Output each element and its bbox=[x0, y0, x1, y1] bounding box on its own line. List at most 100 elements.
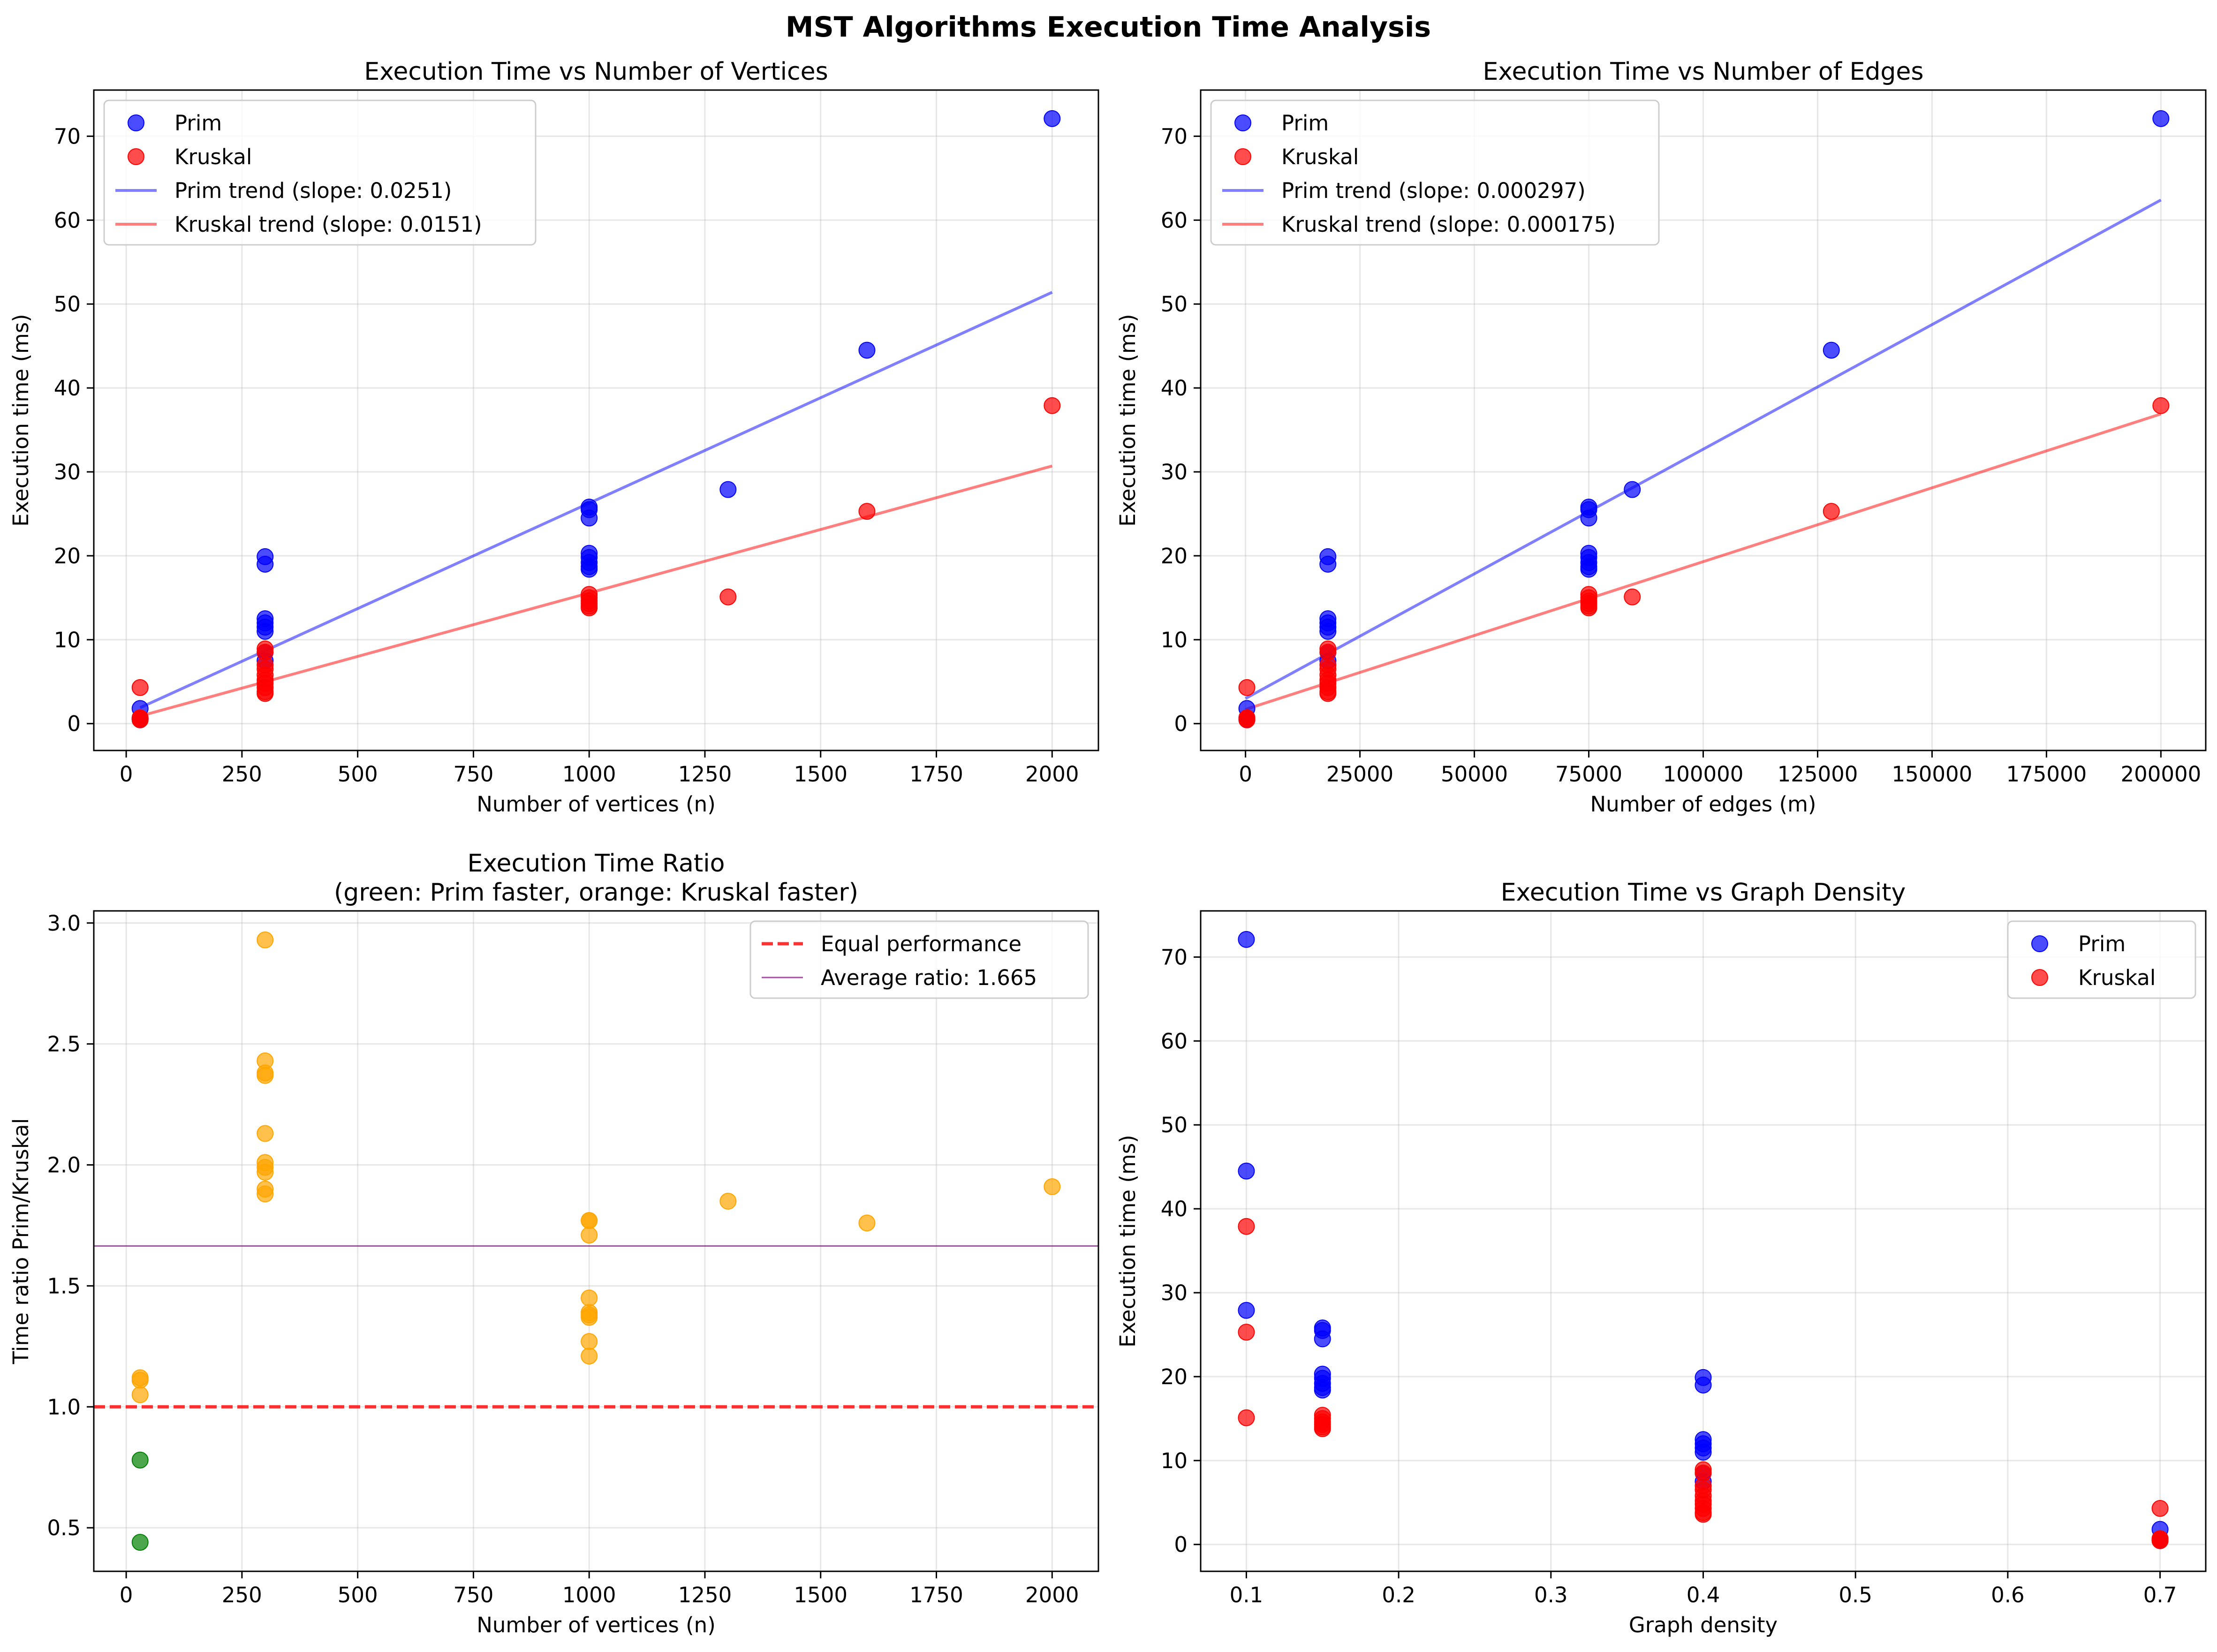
plot-frame bbox=[93, 910, 1099, 1572]
x-tick-label: 1250 bbox=[678, 1583, 732, 1607]
data-point bbox=[858, 1214, 876, 1232]
data-point bbox=[131, 1451, 149, 1469]
x-tick-label: 125000 bbox=[1778, 762, 1858, 787]
legend-box bbox=[2007, 920, 2196, 999]
legend: Prim Kruskal bbox=[2007, 920, 2196, 999]
x-tick-label: 0.2 bbox=[1382, 1583, 1415, 1607]
chart-title: Execution Time vs Number of Vertices bbox=[364, 58, 828, 86]
data-point bbox=[1238, 679, 1256, 696]
legend: Equal performance Average ratio: 1.665 bbox=[749, 920, 1089, 999]
data-point bbox=[1319, 555, 1337, 573]
data-point bbox=[1044, 1178, 1061, 1195]
y-tick-label: 0 bbox=[67, 712, 81, 736]
data-point bbox=[131, 1534, 149, 1551]
legend-marker bbox=[1234, 114, 1251, 131]
y-tick-label: 50 bbox=[1161, 1113, 1188, 1137]
data-point bbox=[1695, 1443, 1712, 1461]
x-axis-label: Number of edges (m) bbox=[1590, 792, 1816, 817]
y-tick-label: 50 bbox=[1161, 292, 1188, 317]
data-point bbox=[1823, 503, 1840, 520]
plot-frame bbox=[93, 89, 1099, 751]
data-point bbox=[1580, 561, 1597, 578]
data-point bbox=[131, 1372, 149, 1389]
x-tick-label: 500 bbox=[338, 1583, 378, 1607]
y-tick-label: 0.5 bbox=[47, 1516, 81, 1540]
x-tick-label: 0 bbox=[120, 1583, 133, 1607]
y-tick-label: 30 bbox=[54, 460, 81, 485]
data-point bbox=[1624, 481, 1641, 498]
chart-title: Execution Time vs Graph Density bbox=[1501, 879, 1906, 907]
x-tick-label: 0.3 bbox=[1534, 1583, 1568, 1607]
subplot-3: 0 250 500 750 1000 1250 1500 1750 2000 0.5 1.0 1.5 2… bbox=[8, 849, 1099, 1637]
y-tick-label: 20 bbox=[54, 544, 81, 568]
x-tick-label: 750 bbox=[453, 762, 493, 787]
data-point bbox=[581, 509, 598, 527]
y-tick-label: 0 bbox=[1174, 712, 1188, 736]
data-point bbox=[719, 588, 737, 606]
subplot-4: 0.1 0.2 0.3 0.4 0.5 0.6 0.7 0 10 20 30 40 50 60 70 Grap… bbox=[1115, 879, 2207, 1637]
data-point bbox=[1319, 685, 1337, 702]
x-tick-label: 0.4 bbox=[1687, 1583, 1720, 1607]
x-tick-label: 0.6 bbox=[1991, 1583, 2025, 1607]
legend-box bbox=[1210, 99, 1660, 246]
data-point bbox=[1238, 1162, 1255, 1180]
data-point bbox=[719, 1192, 737, 1210]
legend: Prim Kruskal Prim trend (slope: 0.0251) Kru… bbox=[103, 99, 537, 246]
x-tick-label: 1500 bbox=[794, 762, 847, 787]
legend-marker bbox=[1234, 148, 1251, 165]
x-tick-label: 0.1 bbox=[1230, 1583, 1264, 1607]
trend-line bbox=[1245, 412, 2162, 711]
x-tick-label: 750 bbox=[453, 1583, 493, 1607]
x-tick-label: 175000 bbox=[2006, 762, 2087, 787]
data-point bbox=[1695, 1506, 1712, 1523]
legend-label: Kruskal bbox=[2078, 965, 2156, 990]
y-tick-label: 60 bbox=[1161, 1029, 1188, 1053]
y-axis-label: Execution time (ms) bbox=[1115, 1135, 1140, 1348]
data-point bbox=[1580, 599, 1597, 616]
data-point bbox=[1314, 1420, 1331, 1437]
data-point bbox=[1044, 110, 1061, 127]
legend-label: Prim bbox=[174, 111, 222, 136]
data-point bbox=[581, 1309, 598, 1326]
x-tick-label: 25000 bbox=[1326, 762, 1393, 787]
y-axis-label: Execution time (ms) bbox=[1115, 314, 1140, 527]
x-tick-label: 0 bbox=[120, 762, 133, 787]
legend-label: Kruskal trend (slope: 0.0151) bbox=[174, 212, 482, 237]
data-point bbox=[1238, 1302, 1255, 1319]
data-point bbox=[581, 1227, 598, 1244]
y-tick-label: 10 bbox=[1161, 1448, 1188, 1473]
data-point bbox=[1695, 1376, 1712, 1394]
data-point bbox=[257, 622, 274, 640]
x-tick-label: 1750 bbox=[909, 762, 963, 787]
data-point bbox=[257, 1185, 274, 1203]
legend-label: Kruskal trend (slope: 0.000175) bbox=[1281, 212, 1616, 237]
y-tick-label: 60 bbox=[1161, 208, 1188, 233]
data-point bbox=[1314, 1330, 1331, 1348]
y-tick-label: 70 bbox=[1161, 945, 1188, 970]
data-point bbox=[858, 503, 876, 520]
data-point bbox=[1238, 1218, 1255, 1235]
x-tick-label: 0.5 bbox=[1839, 1583, 1872, 1607]
x-tick-label: 250 bbox=[222, 762, 262, 787]
x-axis-label: Number of vertices (n) bbox=[477, 1613, 716, 1637]
y-tick-label: 30 bbox=[1161, 1281, 1188, 1305]
y-tick-label: 1.0 bbox=[47, 1394, 81, 1419]
y-tick-label: 40 bbox=[1161, 376, 1188, 401]
data-point bbox=[257, 931, 274, 948]
data-point bbox=[1580, 509, 1597, 527]
x-tick-label: 75000 bbox=[1555, 762, 1622, 787]
subplot-grid: 0 250 500 750 1000 1250 1500 1750 20000102030405… bbox=[8, 58, 2207, 1637]
legend-label: Prim trend (slope: 0.000297) bbox=[1281, 178, 1586, 203]
y-tick-label: 40 bbox=[1161, 1197, 1188, 1221]
data-point bbox=[1314, 1381, 1331, 1399]
y-tick-label: 50 bbox=[54, 292, 81, 317]
y-tick-label: 20 bbox=[1161, 1364, 1188, 1389]
legend: Prim Kruskal Prim trend (slope: 0.000297) K… bbox=[1210, 99, 1660, 246]
x-tick-label: 50000 bbox=[1441, 762, 1508, 787]
figure-title: MST Algorithms Execution Time Analysis bbox=[786, 11, 1431, 44]
data-point bbox=[581, 1212, 598, 1229]
x-tick-label: 2000 bbox=[1025, 1583, 1079, 1607]
data-point bbox=[719, 481, 737, 498]
data-point bbox=[581, 1333, 598, 1350]
